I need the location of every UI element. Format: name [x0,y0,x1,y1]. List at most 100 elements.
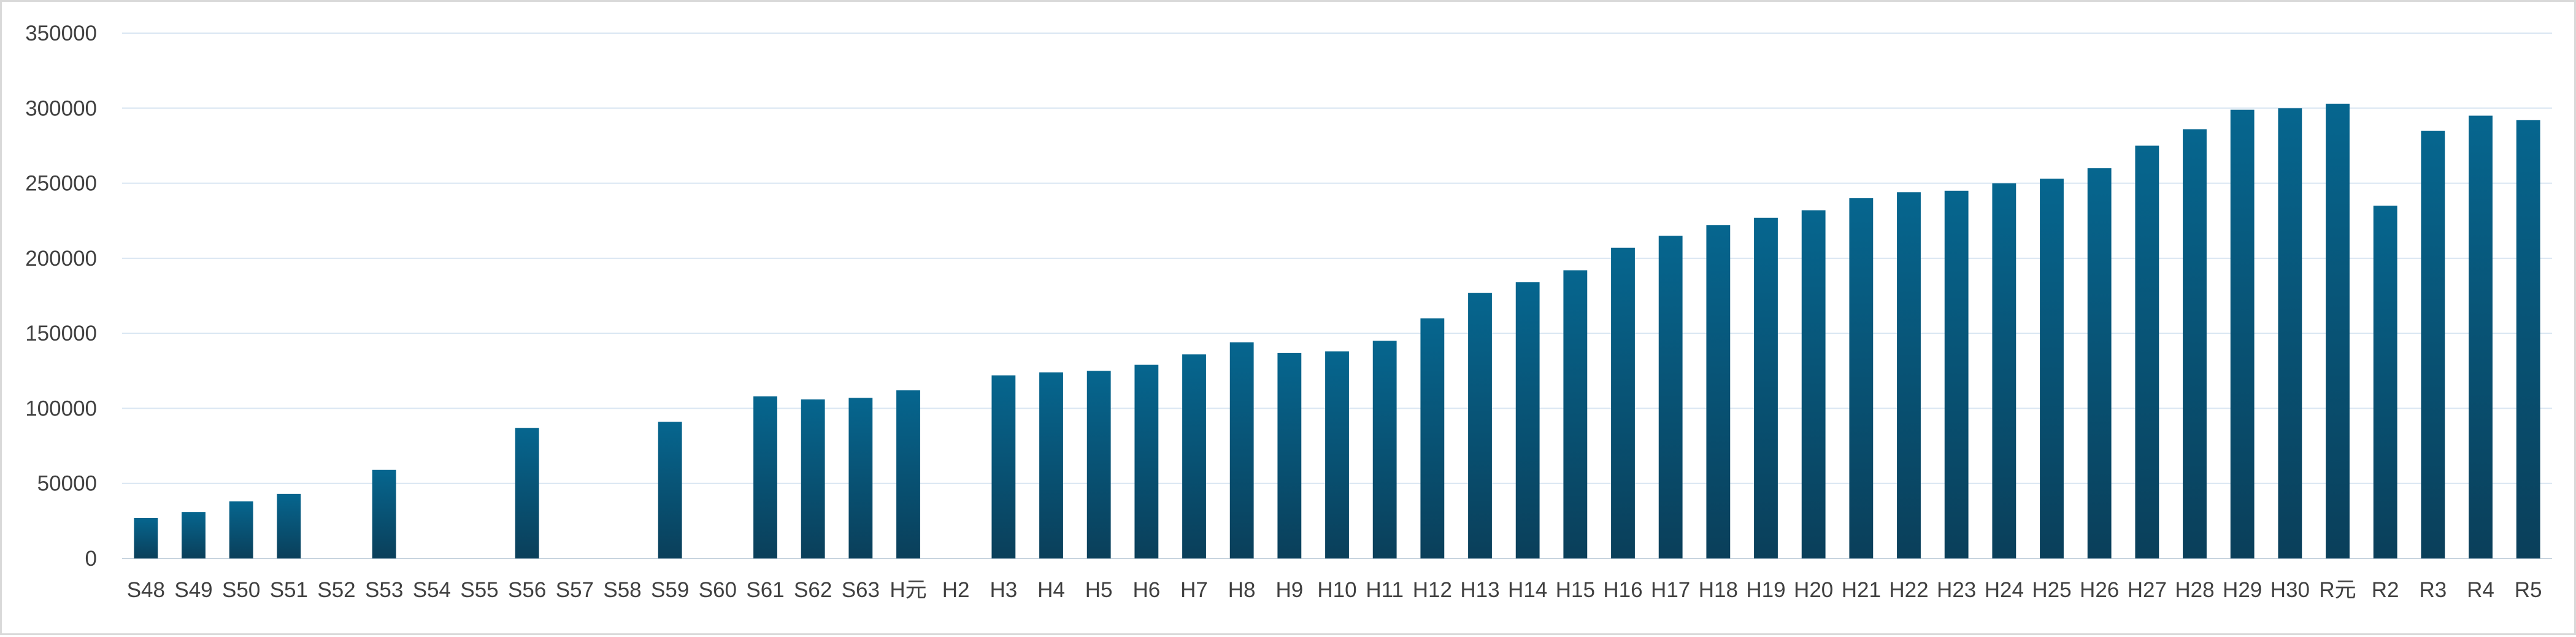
bar-S51 [277,493,301,558]
x-axis-tick-labels: S48 S49 S50 S51 S52 S53 S54 S55 S56 S57 S58 S59 S60 S… [127,578,2542,602]
bar-H25 [2040,179,2064,559]
bar-H13 [1468,293,1492,558]
x-tick-label: H16 [1603,578,1642,602]
x-tick-label: H5 [1085,578,1113,602]
y-tick-label: 300000 [25,96,97,120]
x-tick-label: S63 [842,578,880,602]
bar-R3 [2421,130,2445,558]
x-tick-label: H22 [1889,578,1928,602]
x-tick-label: S60 [699,578,737,602]
bar-H26 [2087,168,2112,559]
x-tick-label: H4 [1037,578,1065,602]
bar-H6 [1134,365,1159,558]
bar-S59 [658,422,682,558]
x-tick-label: R3 [2419,578,2447,602]
bar-H18 [1706,225,1731,559]
bar-H10 [1325,351,1349,558]
x-tick-label: H11 [1366,578,1404,602]
x-tick-label: S48 [127,578,165,602]
bar-H30 [2278,108,2302,559]
x-tick-label: S59 [651,578,689,602]
bar-H4 [1039,372,1063,558]
x-tick-label: S62 [794,578,832,602]
x-tick-label: H7 [1180,578,1208,602]
y-tick-label: 100000 [25,396,97,420]
x-tick-label: H26 [2080,578,2119,602]
bar-H20 [1801,210,1826,558]
bar-H28 [2183,129,2207,559]
bar-R5 [2516,120,2540,558]
x-tick-label: H23 [1937,578,1976,602]
x-tick-label: S51 [270,578,308,602]
bar-S53 [372,469,396,558]
bar-H19 [1754,217,1778,558]
bar-S49 [182,512,206,558]
x-tick-label: H18 [1699,578,1738,602]
x-tick-label: H12 [1413,578,1452,602]
y-tick-label: 150000 [25,322,97,346]
bar-H15 [1563,270,1588,558]
x-tick-label: H10 [1317,578,1356,602]
x-tick-label: H21 [1842,578,1881,602]
x-tick-label: H8 [1228,578,1256,602]
x-tick-label: H29 [2223,578,2262,602]
bar-H17 [1658,236,1683,559]
x-tick-label: S54 [413,578,451,602]
y-axis-tick-labels: 0 50000 100000 150000 200000 250000 300000 3500… [25,21,97,571]
x-tick-label: H17 [1651,578,1690,602]
x-tick-label: R5 [2515,578,2542,602]
bar-H11 [1372,341,1397,558]
bar-R2 [2373,206,2397,558]
x-tick-label: S55 [460,578,498,602]
bars [134,103,2540,559]
x-tick-label: H9 [1275,578,1303,602]
x-tick-label: S58 [603,578,641,602]
bar-H21 [1849,198,1874,558]
x-tick-label: H20 [1794,578,1833,602]
x-tick-label: S50 [222,578,260,602]
x-tick-label: S56 [508,578,546,602]
x-tick-label: S61 [746,578,784,602]
x-tick-label: H30 [2270,578,2310,602]
x-tick-label: S53 [365,578,403,602]
x-tick-label: H6 [1132,578,1160,602]
y-tick-label: 250000 [25,172,97,196]
x-tick-label: H3 [990,578,1017,602]
bar-H9 [1277,352,1302,558]
bar-H29 [2230,109,2255,558]
x-tick-label: H15 [1556,578,1595,602]
bar-R4 [2469,115,2493,558]
bar-H元 [896,390,920,558]
x-tick-label: H24 [1985,578,2024,602]
y-tick-label: 0 [85,547,97,571]
bar-S56 [515,428,539,558]
x-tick-label: S49 [174,578,212,602]
bar-S63 [848,398,873,558]
bar-H7 [1182,354,1206,558]
y-tick-label: 50000 [37,472,97,496]
x-tick-label: R2 [2372,578,2399,602]
bar-H16 [1611,247,1635,558]
bar-R元 [2326,103,2350,558]
bar-H14 [1515,282,1540,558]
x-tick-label: H25 [2032,578,2071,602]
x-tick-label: R4 [2467,578,2494,602]
bar-H23 [1944,190,1969,558]
bar-H22 [1897,192,1921,558]
x-tick-label: H元 [890,578,926,602]
x-tick-label: S52 [317,578,355,602]
bar-H24 [1992,183,2017,559]
bar-H8 [1229,342,1254,558]
bar-S61 [753,396,777,558]
x-tick-label: H2 [942,578,970,602]
bar-H5 [1086,371,1111,558]
x-tick-label: H27 [2128,578,2167,602]
bar-H27 [2135,145,2159,558]
x-tick-label: R元 [2319,578,2356,602]
y-tick-label: 200000 [25,247,97,271]
bar-H12 [1420,318,1445,558]
x-tick-label: H13 [1460,578,1499,602]
x-tick-label: H19 [1746,578,1785,602]
